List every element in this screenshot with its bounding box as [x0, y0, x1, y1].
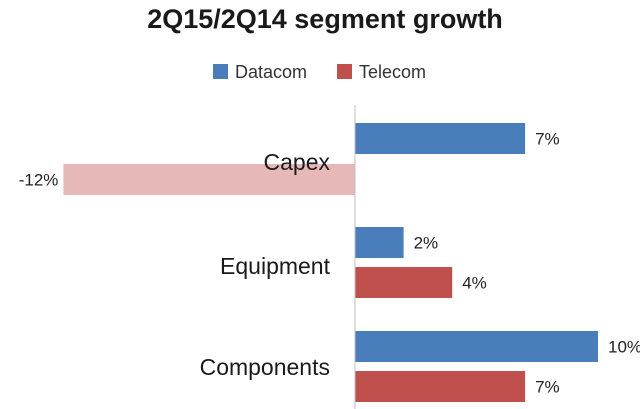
- value-label-telecom-equipment: 4%: [462, 274, 487, 293]
- bar-datacom-equipment: [355, 227, 404, 258]
- legend-swatch-datacom: [213, 64, 228, 79]
- legend-label-datacom: Datacom: [235, 62, 307, 82]
- value-label-datacom-equipment: 2%: [414, 234, 439, 253]
- bar-datacom-capex: [355, 123, 526, 154]
- bar-telecom-components: [355, 371, 526, 402]
- bar-telecom-capex: [63, 164, 356, 195]
- category-label-equipment: Equipment: [220, 253, 331, 279]
- legend: Datacom Telecom: [213, 62, 426, 82]
- bar-datacom-components: [355, 331, 598, 362]
- value-label-datacom-capex: 7%: [535, 130, 560, 149]
- category-label-components: Components: [200, 354, 330, 380]
- value-label-telecom-capex: -12%: [19, 171, 59, 190]
- value-label-telecom-components: 7%: [535, 378, 560, 397]
- legend-label-telecom: Telecom: [359, 62, 426, 82]
- category-label-capex: Capex: [264, 149, 331, 175]
- bars-group: [63, 123, 598, 402]
- chart-title: 2Q15/2Q14 segment growth: [147, 4, 503, 34]
- legend-swatch-telecom: [337, 64, 352, 79]
- category-labels: Capex Equipment Components: [200, 149, 331, 380]
- value-labels-group: 7% -12% 2% 4% 10% 7%: [19, 130, 640, 397]
- value-label-datacom-components: 10%: [608, 338, 640, 357]
- bar-telecom-equipment: [355, 267, 453, 298]
